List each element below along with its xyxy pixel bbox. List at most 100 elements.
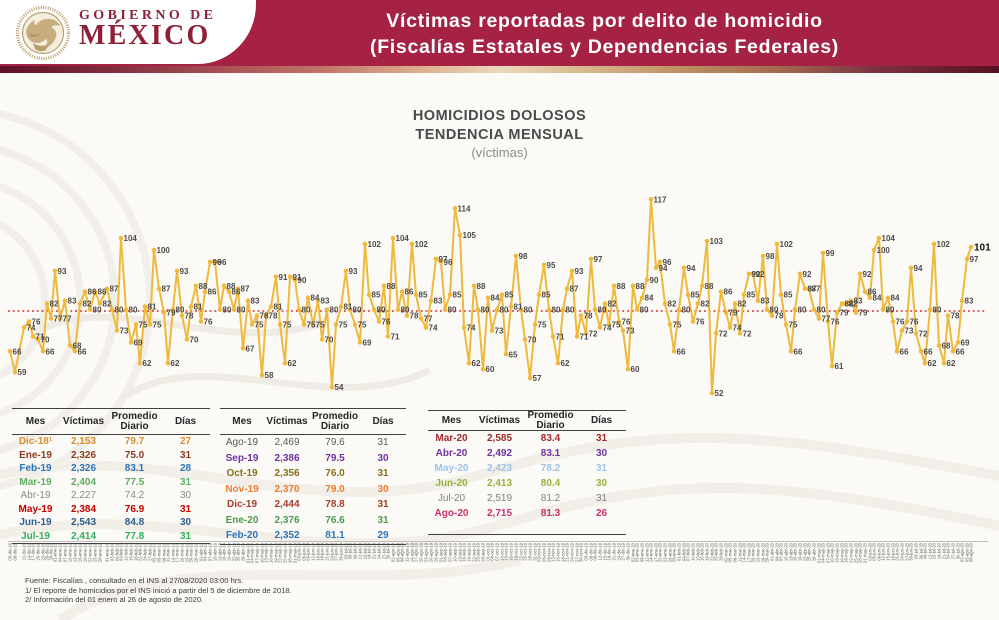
svg-text:94: 94 (914, 264, 923, 273)
svg-text:25-feb-20: 25-feb-20 (714, 542, 719, 561)
svg-text:87: 87 (110, 285, 119, 294)
svg-text:76: 76 (622, 318, 631, 327)
svg-text:14-dic-18: 14-dic-18 (27, 542, 32, 560)
svg-text:82: 82 (608, 300, 617, 309)
svg-text:82: 82 (738, 300, 747, 309)
svg-text:06-jul-19: 06-jul-19 (348, 542, 353, 559)
svg-text:76: 76 (831, 318, 840, 327)
svg-text:80: 80 (237, 306, 246, 315)
svg-text:18-feb-19: 18-feb-19 (134, 542, 139, 561)
svg-text:76: 76 (32, 318, 41, 327)
svg-text:18-dic-19: 18-dic-19 (607, 542, 612, 560)
svg-text:66: 66 (46, 347, 55, 356)
svg-text:90: 90 (650, 276, 659, 285)
svg-text:80: 80 (330, 306, 339, 315)
svg-text:82: 82 (50, 300, 59, 309)
svg-text:16-sep-19: 16-sep-19 (462, 542, 467, 562)
svg-text:12-jul-20: 12-jul-20 (928, 542, 933, 559)
svg-text:81: 81 (344, 303, 353, 312)
svg-text:15-jun-20: 15-jun-20 (886, 542, 891, 560)
svg-text:66: 66 (924, 347, 933, 356)
svg-text:78: 78 (269, 312, 278, 321)
svg-text:61: 61 (835, 362, 844, 371)
svg-text:87: 87 (241, 285, 250, 294)
svg-text:104: 104 (882, 234, 896, 243)
svg-text:66: 66 (794, 347, 803, 356)
svg-text:02-ago-20: 02-ago-20 (960, 542, 965, 562)
svg-text:79: 79 (859, 309, 868, 318)
svg-text:117: 117 (654, 195, 667, 204)
svg-text:86: 86 (88, 288, 97, 297)
svg-text:27-feb-19: 27-feb-19 (148, 542, 153, 561)
svg-text:10-may-20: 10-may-20 (830, 542, 835, 563)
svg-text:26-mar-20: 26-mar-20 (761, 542, 766, 562)
svg-text:28-feb-20: 28-feb-20 (719, 542, 724, 561)
svg-text:66: 66 (677, 347, 686, 356)
svg-text:06-feb-19: 06-feb-19 (115, 542, 120, 561)
svg-text:105: 105 (463, 231, 477, 240)
svg-text:04-abr-20: 04-abr-20 (775, 542, 780, 561)
svg-text:69: 69 (363, 338, 372, 347)
svg-text:01-abr-19: 01-abr-19 (199, 542, 204, 561)
svg-text:10-feb-20: 10-feb-20 (691, 542, 696, 561)
svg-text:58: 58 (265, 371, 274, 380)
svg-text:25-sep-19: 25-sep-19 (476, 542, 481, 562)
svg-text:21-nov-19: 21-nov-19 (565, 542, 570, 562)
svg-text:82: 82 (103, 300, 112, 309)
svg-text:11-ene-20: 11-ene-20 (645, 542, 650, 561)
svg-text:17-ago-19: 17-ago-19 (414, 542, 419, 562)
svg-text:04-feb-20: 04-feb-20 (682, 542, 687, 561)
svg-text:31-may-20: 31-may-20 (863, 542, 868, 563)
svg-text:80: 80 (176, 306, 185, 315)
svg-text:97: 97 (594, 255, 603, 264)
svg-text:97: 97 (439, 255, 448, 264)
svg-text:70: 70 (41, 335, 50, 344)
svg-text:04-abr-19: 04-abr-19 (203, 542, 208, 561)
svg-text:14-mar-19: 14-mar-19 (171, 542, 176, 562)
svg-text:23-mar-20: 23-mar-20 (756, 542, 761, 562)
svg-text:78: 78 (951, 312, 960, 321)
svg-text:77: 77 (822, 315, 831, 324)
svg-text:95: 95 (547, 261, 556, 270)
svg-text:92: 92 (752, 270, 761, 279)
svg-text:103: 103 (710, 237, 724, 246)
svg-text:80: 80 (886, 306, 895, 315)
svg-text:21-jun-19: 21-jun-19 (325, 542, 330, 560)
svg-text:77: 77 (424, 315, 433, 324)
svg-text:15-jul-20: 15-jul-20 (932, 542, 937, 559)
svg-text:12-nov-19: 12-nov-19 (551, 542, 556, 562)
svg-text:22-oct-19: 22-oct-19 (519, 542, 524, 560)
svg-text:25-ene-19: 25-ene-19 (93, 542, 98, 562)
svg-text:93: 93 (58, 267, 67, 276)
svg-text:79: 79 (729, 309, 738, 318)
svg-text:70: 70 (528, 335, 537, 344)
svg-text:25-abr-19: 25-abr-19 (236, 542, 241, 561)
svg-text:96: 96 (213, 258, 222, 267)
svg-text:80: 80 (481, 306, 490, 315)
svg-text:94: 94 (687, 264, 696, 273)
svg-text:02-mar-20: 02-mar-20 (724, 542, 729, 562)
svg-text:71: 71 (391, 332, 400, 341)
svg-text:83: 83 (965, 297, 974, 306)
svg-text:83: 83 (854, 297, 863, 306)
svg-text:75: 75 (139, 321, 148, 330)
svg-text:80: 80 (115, 306, 124, 315)
svg-text:88: 88 (617, 282, 626, 291)
svg-text:06-jun-19: 06-jun-19 (302, 542, 307, 560)
svg-text:08-mar-19: 08-mar-19 (162, 542, 167, 562)
svg-text:75: 75 (538, 321, 547, 330)
svg-text:79: 79 (840, 309, 849, 318)
svg-text:12-jul-19: 12-jul-19 (358, 542, 363, 559)
svg-text:88: 88 (636, 282, 645, 291)
svg-text:80: 80 (93, 306, 102, 315)
svg-text:66: 66 (78, 347, 87, 356)
svg-text:70: 70 (325, 335, 334, 344)
svg-text:80: 80 (640, 306, 649, 315)
svg-text:09-nov-19: 09-nov-19 (547, 542, 552, 562)
svg-text:23-mar-19: 23-mar-19 (185, 542, 190, 562)
svg-text:69: 69 (961, 338, 970, 347)
svg-text:28-abr-19: 28-abr-19 (241, 542, 246, 561)
svg-text:26-mar-19: 26-mar-19 (189, 542, 194, 562)
svg-text:88: 88 (227, 282, 236, 291)
svg-text:71: 71 (36, 332, 45, 341)
